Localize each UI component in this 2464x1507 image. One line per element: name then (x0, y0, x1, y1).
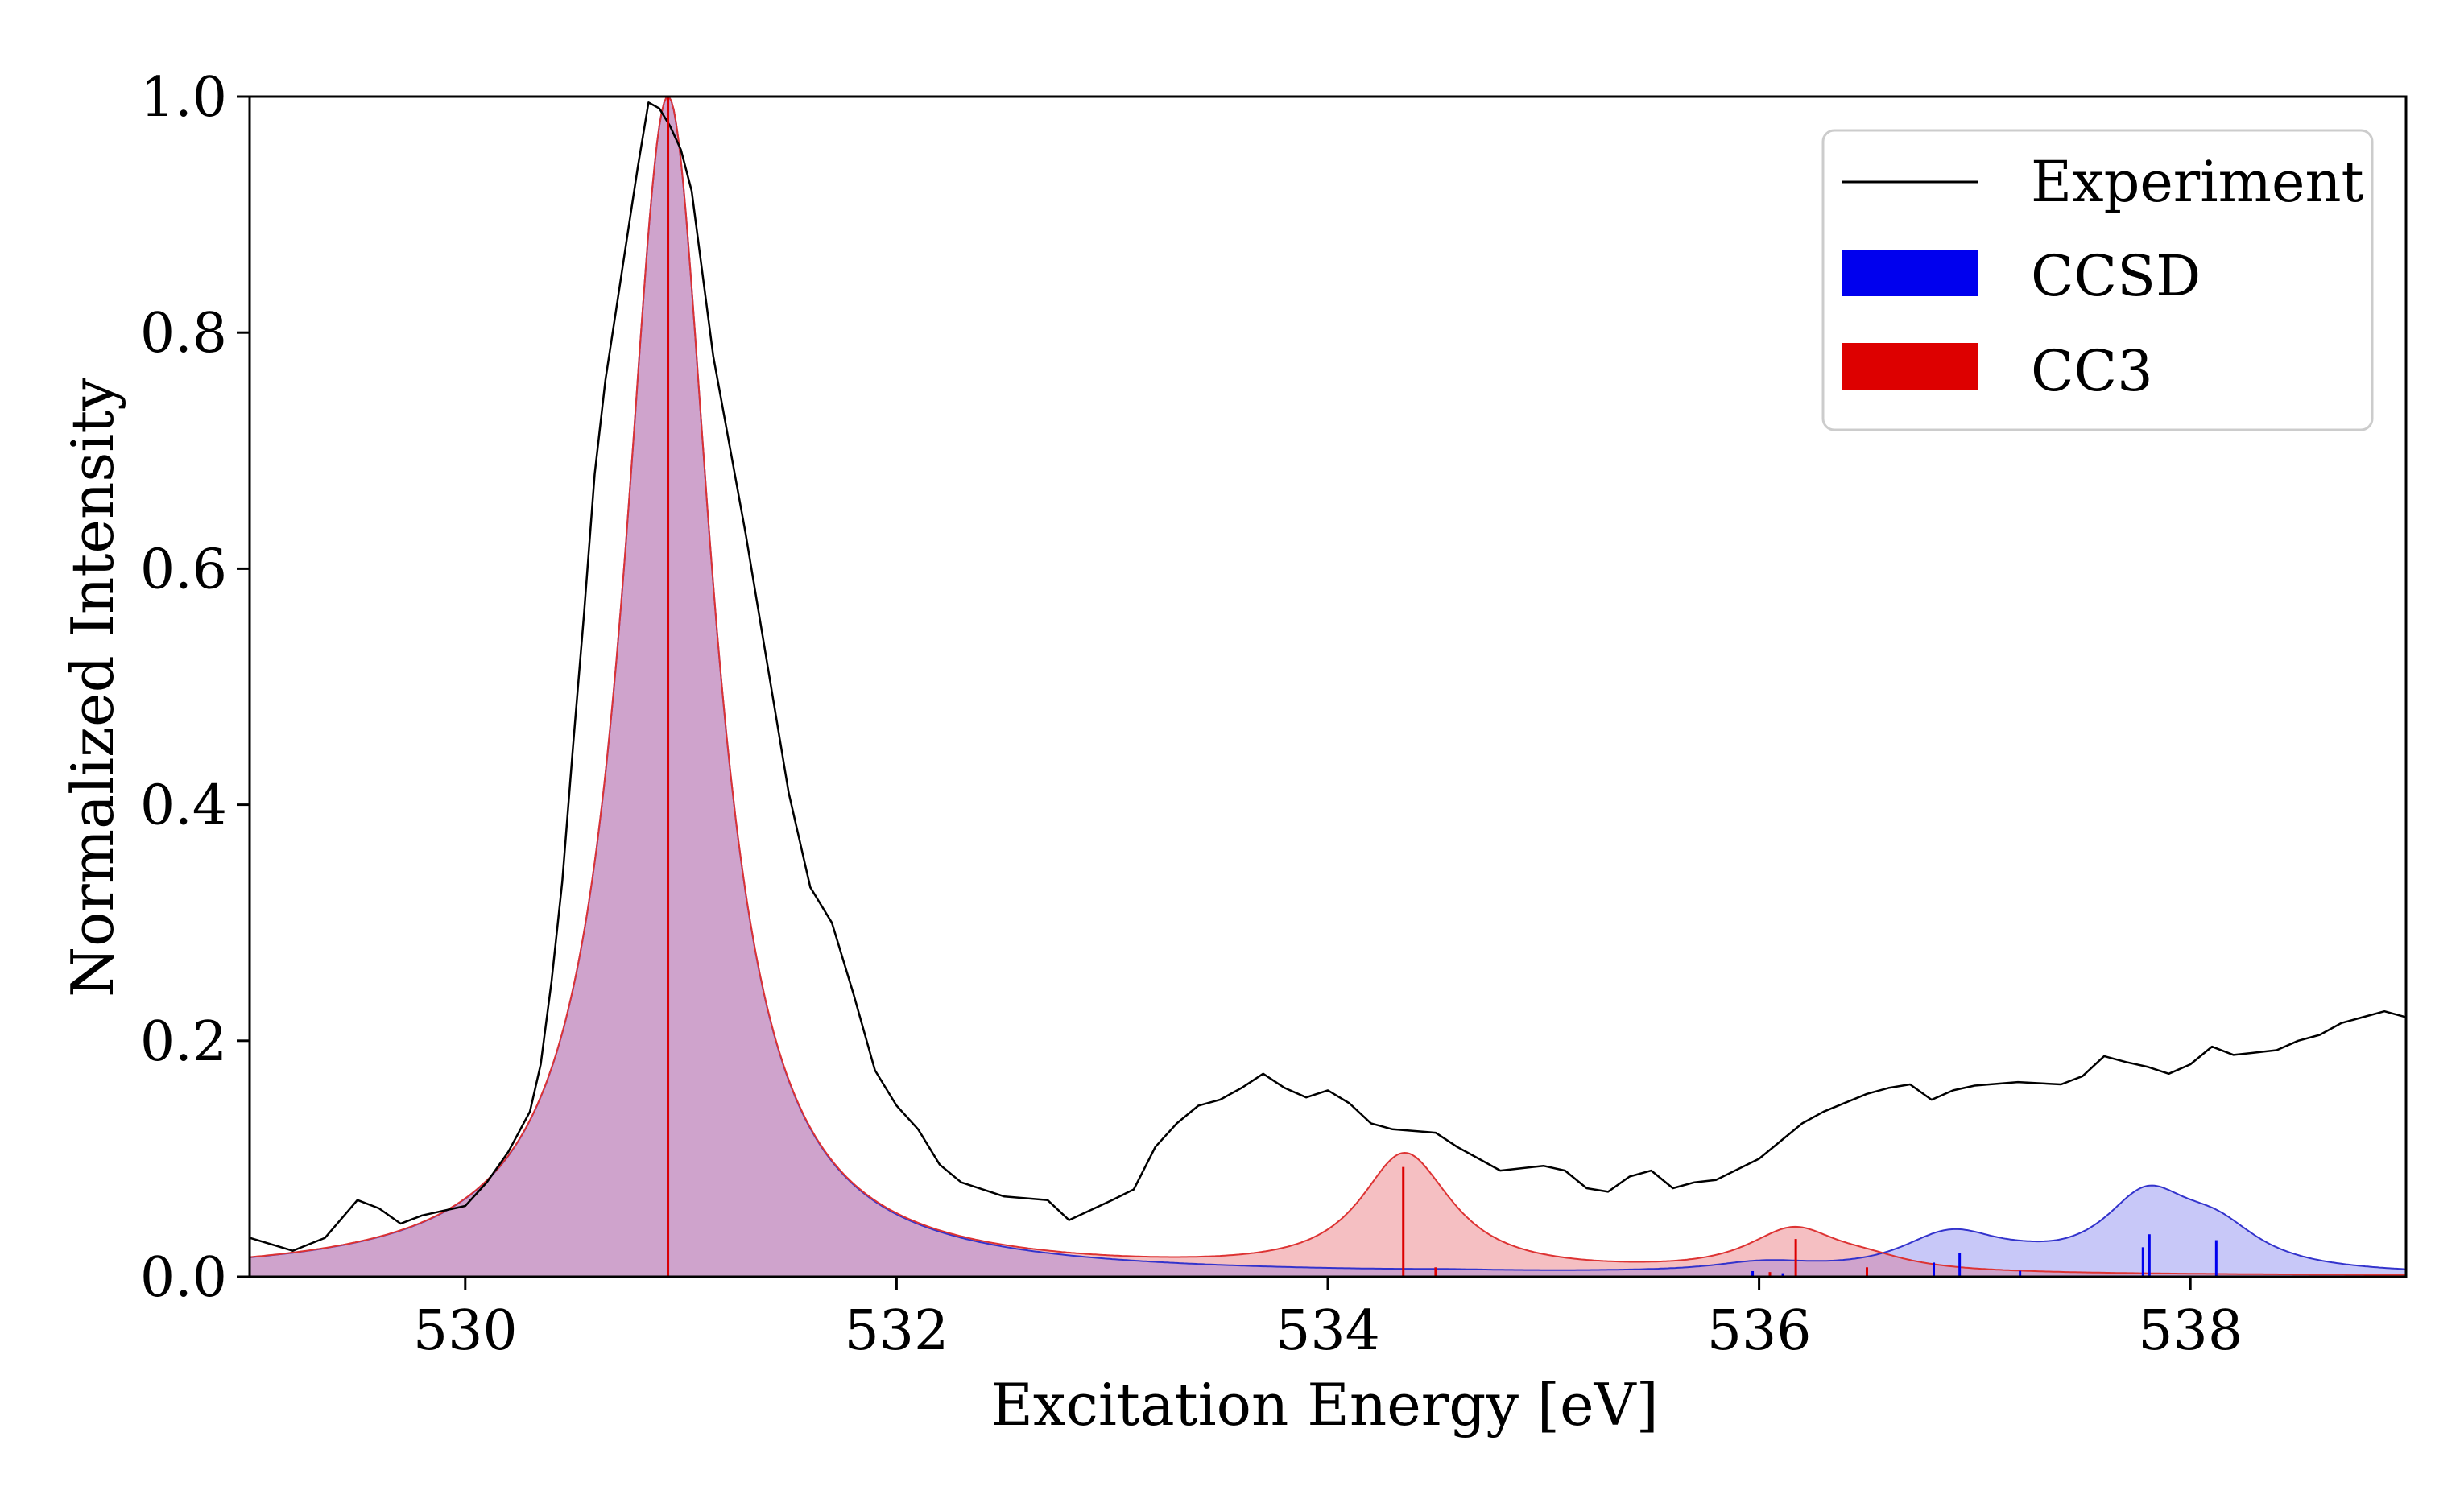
legend-ccsd-swatch (1842, 250, 1978, 296)
x-axis-label: Excitation Energy [eV] (990, 1371, 1658, 1439)
fill-layer (250, 97, 2406, 1277)
tick-layer: 530 532 534 536 538 0.0 0.2 0.4 0.6 0.8 1.0 (140, 66, 2243, 1363)
y-tick-label-0: 0.0 (140, 1246, 227, 1310)
x-tick-label-0: 530 (413, 1299, 518, 1363)
line-layer (249, 96, 2407, 1276)
y-tick-label-2: 0.4 (140, 774, 227, 838)
x-tick-label-4: 538 (2138, 1299, 2243, 1363)
stick-layer (667, 97, 2218, 1277)
y-axis-label: Normalized Intensity (59, 378, 126, 997)
cc3-line (249, 96, 2406, 1276)
y-tick-label-1: 0.2 (140, 1010, 227, 1074)
legend: Experiment CCSD CC3 (1821, 129, 2374, 431)
y-tick-label-4: 0.8 (140, 302, 227, 365)
legend-experiment-label: Experiment (2031, 149, 2364, 215)
y-tick-label-3: 0.6 (140, 538, 227, 601)
x-tick-label-2: 534 (1275, 1299, 1380, 1363)
experiment-line (250, 101, 2406, 1252)
legend-cc3-swatch (1842, 343, 1978, 390)
overlap-fill (250, 97, 2406, 1277)
x-tick-label-3: 536 (1707, 1299, 1812, 1363)
legend-ccsd-label: CCSD (2031, 243, 2201, 309)
x-tick-label-1: 532 (845, 1299, 949, 1363)
y-tick-label-5: 1.0 (140, 66, 227, 130)
legend-cc3-label: CC3 (2031, 338, 2153, 404)
